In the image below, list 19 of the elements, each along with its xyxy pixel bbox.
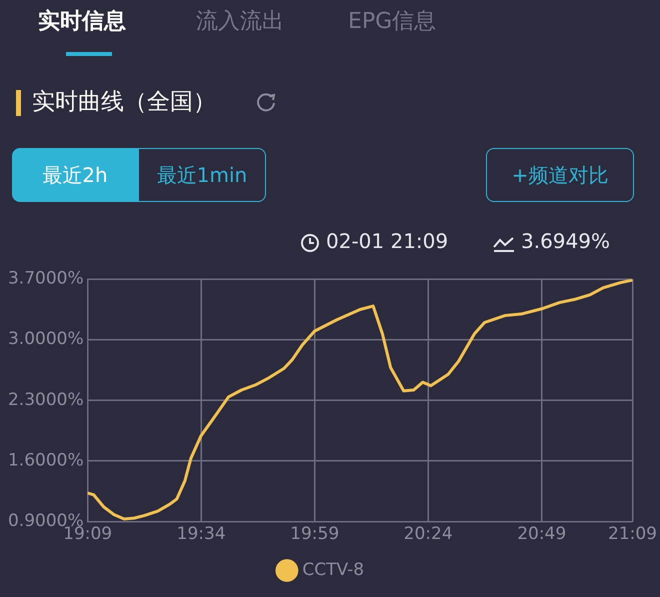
y-tick-label: 2.3000% [8, 390, 84, 410]
y-tick-label: 3.7000% [8, 268, 84, 289]
text: 流入流出 [196, 8, 284, 36]
legend-label: CCTV-8 [302, 560, 364, 580]
text: 3.6949% [521, 229, 610, 253]
text: 最近2h [12, 148, 138, 202]
x-tick-label: 20:24 [404, 524, 453, 544]
y-tick-label: 1.6000% [8, 450, 84, 470]
chart-title: 实时曲线（全国） [32, 88, 216, 117]
x-tick-label: 20:49 [517, 524, 566, 544]
text: 实时信息 [38, 8, 126, 36]
text: +频道对比 [486, 148, 634, 202]
x-tick-label: 19:59 [290, 524, 340, 544]
text: EPG信息 [348, 8, 436, 36]
y-tick-label: 3.0000% [8, 329, 84, 350]
x-tick-label: 21:09 [608, 524, 658, 544]
text: 最近1min [138, 148, 266, 202]
x-tick-label: 19:34 [176, 524, 226, 544]
text: 02-01 21:09 [326, 229, 448, 253]
